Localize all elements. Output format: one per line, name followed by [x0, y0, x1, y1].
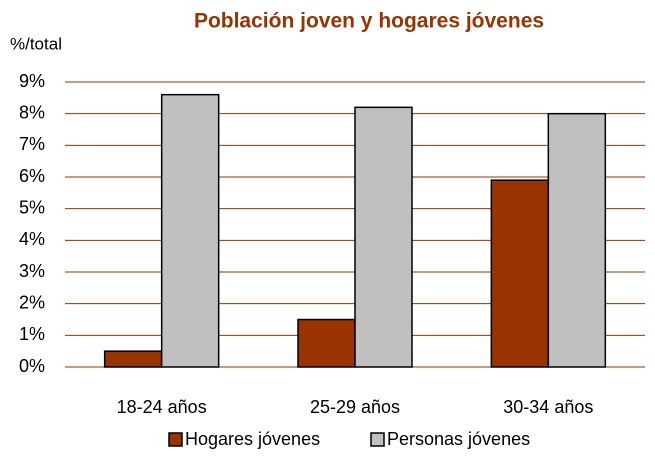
bar: [160, 93, 220, 368]
y-tick-label: 6%: [19, 166, 45, 186]
chart-title: Población joven y hogares jóvenes: [194, 10, 544, 33]
y-tick-label: 3%: [19, 261, 45, 281]
y-tick-label: 7%: [19, 134, 45, 154]
y-axis-label: %/total: [10, 34, 62, 53]
bar: [490, 179, 550, 368]
x-tick-label: 18-24 años: [117, 397, 207, 417]
x-tick-label: 30-34 años: [503, 397, 593, 417]
y-tick-label: 5%: [19, 197, 45, 217]
y-tick-label: 1%: [19, 324, 45, 344]
legend-swatch: [168, 432, 183, 447]
y-tick-label: 8%: [19, 102, 45, 122]
legend-label: Hogares jóvenes: [185, 429, 320, 449]
y-tick-label: 2%: [19, 292, 45, 312]
bar: [547, 112, 607, 368]
legend-swatch: [370, 432, 385, 447]
y-tick-label: 4%: [19, 229, 45, 249]
y-tick-label: 9%: [19, 71, 45, 91]
bar: [354, 106, 413, 368]
legend-label: Personas jóvenes: [387, 429, 530, 449]
bar: [297, 318, 356, 368]
bar: [103, 350, 163, 368]
x-tick-label: 25-29 años: [310, 397, 400, 417]
y-tick-label: 0%: [19, 356, 45, 376]
